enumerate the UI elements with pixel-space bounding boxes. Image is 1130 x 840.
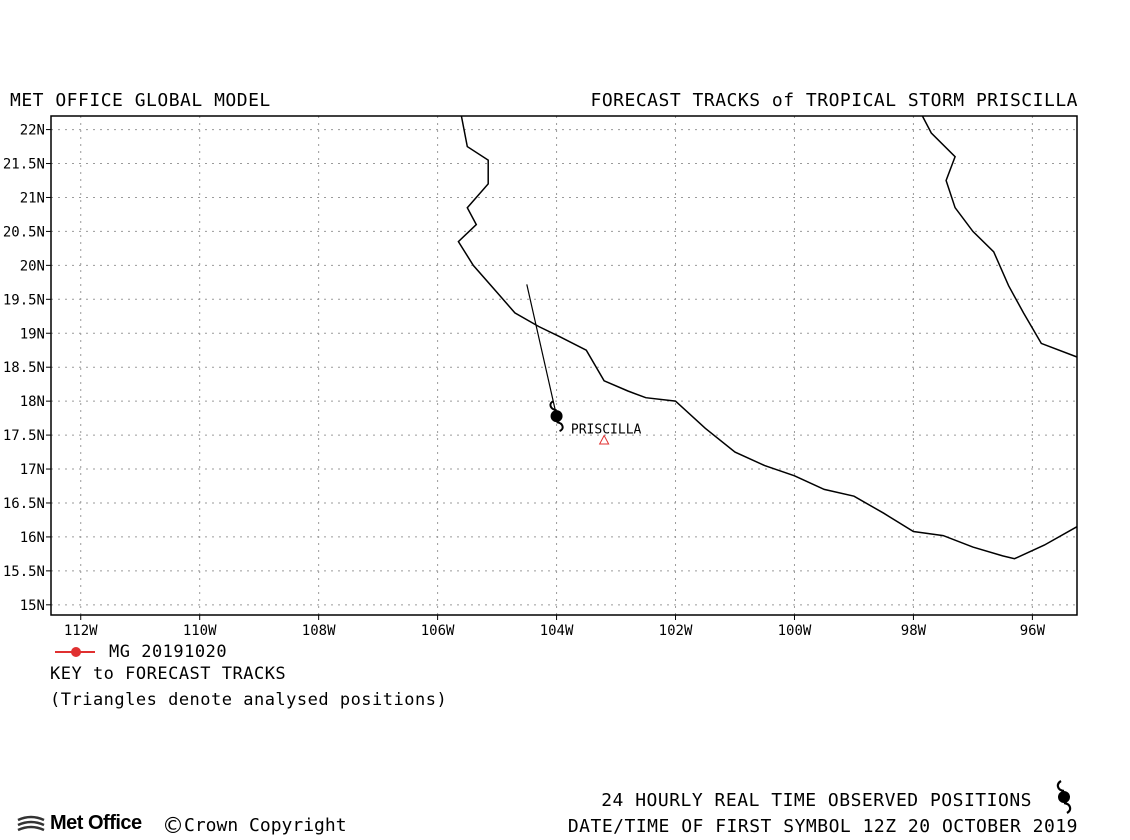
met-office-logo: Met Office — [16, 812, 142, 835]
analysed-position-triangle — [598, 434, 610, 445]
lat-tick-label: 19N — [20, 326, 45, 342]
key-title: KEY to FORECAST TRACKS — [50, 664, 287, 684]
forecast-track-line — [526, 284, 558, 417]
longitude-labels: 112W 110W 108W 106W 104W 102W 100W 98W 96W — [64, 623, 1046, 639]
legend-entry: MG 20191020 — [55, 642, 227, 662]
lon-tick-label: 104W — [540, 623, 574, 639]
lat-tick-label: 22N — [20, 123, 45, 139]
lon-tick-label: 106W — [421, 623, 455, 639]
lat-tick-label: 19.5N — [3, 292, 45, 308]
lat-tick-label: 20N — [20, 258, 45, 274]
copyright-notice: ©Crown Copyright — [162, 814, 347, 839]
lat-tick-label: 16.5N — [3, 496, 45, 512]
forecast-tracks — [526, 284, 564, 433]
copyright-symbol: © — [162, 814, 184, 839]
coastline-west — [457, 115, 1078, 560]
lon-tick-label: 112W — [64, 623, 98, 639]
lat-tick-label: 21N — [20, 190, 45, 206]
hurricane-symbol-icon — [1056, 780, 1072, 814]
lat-tick-label: 15.5N — [3, 564, 45, 580]
lon-tick-label: 96W — [1020, 623, 1046, 639]
lon-tick-label: 98W — [901, 623, 927, 639]
lat-tick-label: 15N — [20, 598, 45, 614]
lat-tick-label: 16N — [20, 530, 45, 546]
met-office-logo-text: Met Office — [50, 812, 142, 834]
map-grid — [46, 116, 1077, 620]
met-office-logo-icon — [17, 815, 45, 831]
analysed-positions: PRISCILLA — [571, 423, 642, 445]
coastline-east — [921, 115, 1078, 358]
storm-name-label: PRISCILLA — [571, 423, 642, 438]
title-left: MET OFFICE GLOBAL MODEL — [10, 90, 271, 111]
coastlines — [457, 115, 1078, 560]
legend-track-symbol — [55, 645, 95, 659]
lon-tick-label: 108W — [302, 623, 336, 639]
observed-storm-icon — [549, 400, 564, 433]
lat-tick-label: 18N — [20, 394, 45, 410]
title-right: FORECAST TRACKS of TROPICAL STORM PRISCI… — [590, 90, 1078, 111]
latitude-labels: 22N 21.5N 21N 20.5N 20N 19.5N 19N 18.5N 18N 17.5N… — [3, 123, 45, 614]
legend-entry-label: MG 20191020 — [109, 642, 228, 662]
lon-tick-label: 102W — [659, 623, 693, 639]
lat-tick-label: 20.5N — [3, 224, 45, 240]
first-symbol-datetime: DATE/TIME OF FIRST SYMBOL 12Z 20 OCTOBER… — [567, 816, 1078, 837]
copyright-text: Crown Copyright — [184, 815, 347, 836]
lat-tick-label: 17N — [20, 462, 45, 478]
lon-tick-label: 100W — [778, 623, 812, 639]
key-note: (Triangles denote analysed positions) — [50, 690, 448, 710]
lat-tick-label: 21.5N — [3, 157, 45, 173]
lon-tick-label: 110W — [183, 623, 217, 639]
lat-tick-label: 17.5N — [3, 428, 45, 444]
lat-tick-label: 18.5N — [3, 360, 45, 376]
observed-positions-note: 24 HOURLY REAL TIME OBSERVED POSITIONS — [601, 790, 1032, 811]
map-frame — [50, 115, 1078, 616]
